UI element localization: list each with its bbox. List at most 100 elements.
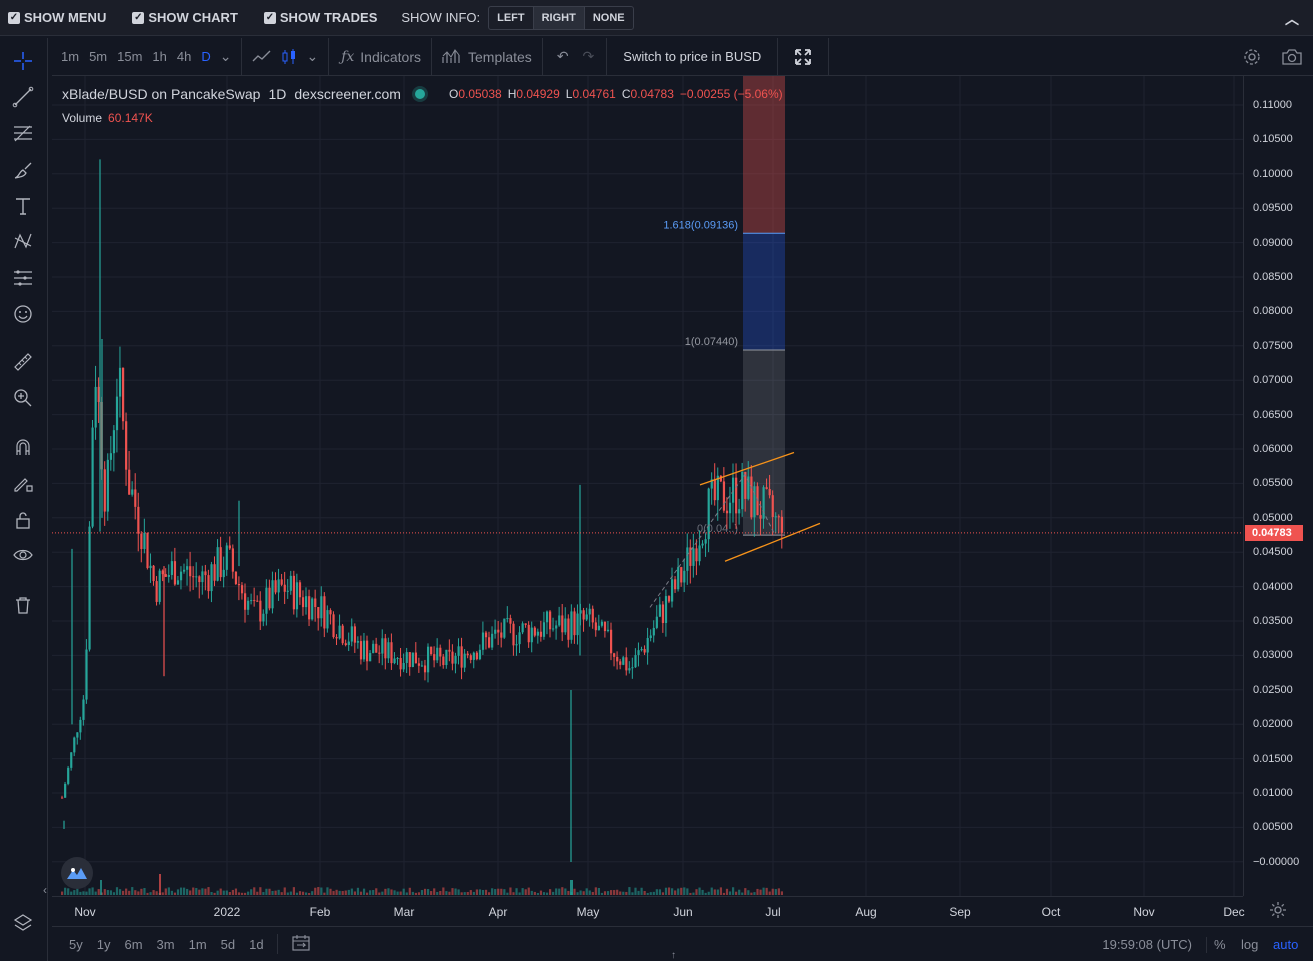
text-icon[interactable] [10, 193, 36, 219]
candles-chart-icon[interactable] [276, 48, 302, 66]
volume-bar [704, 892, 707, 895]
volume-bar [646, 892, 649, 895]
redo-icon[interactable]: ↷ [582, 48, 595, 64]
emoji-icon[interactable] [10, 301, 36, 327]
candle-body [466, 653, 469, 656]
range-5y[interactable]: 5y [69, 936, 83, 952]
candle-body [61, 797, 64, 799]
fib-retracement-icon[interactable] [10, 120, 36, 146]
info-left-option[interactable]: LEFT [489, 6, 534, 29]
percent-toggle[interactable]: % [1214, 937, 1226, 952]
log-toggle[interactable]: log [1241, 937, 1259, 952]
price-tick-label: 0.02500 [1253, 683, 1293, 696]
info-right-option[interactable]: RIGHT [533, 6, 585, 29]
range-3m[interactable]: 3m [156, 936, 175, 952]
show-trades-checkbox[interactable]: ✓ SHOW TRADES [263, 10, 377, 25]
candle-body [268, 587, 271, 609]
timeframe-15m[interactable]: 15m [117, 49, 143, 64]
switch-price-button[interactable]: Switch to price in BUSD [623, 49, 762, 64]
indicators-button[interactable]: ƒx Indicators [335, 49, 425, 65]
line-chart-icon[interactable] [248, 49, 276, 65]
chart-type-dropdown-chevron-icon[interactable]: ⌄ [306, 48, 319, 64]
volume-bar [539, 890, 543, 895]
timeframe-1m[interactable]: 1m [61, 49, 80, 64]
brush-icon[interactable] [10, 158, 36, 184]
volume-bar [698, 887, 701, 895]
time-scale[interactable]: Nov 2022 Feb Mar Apr May Jun Jul Aug Sep Oct Nov Dec [52, 896, 1286, 924]
candle-body [686, 547, 689, 571]
volume-bar [387, 888, 390, 895]
candle-body [491, 633, 494, 648]
volume-bar [674, 890, 677, 895]
show-chart-checkbox[interactable]: ✓ SHOW CHART [132, 10, 238, 25]
undo-icon[interactable]: ↶ [556, 48, 569, 64]
candle-body [591, 608, 594, 623]
scroll-up-arrow-icon[interactable]: ↑ [671, 950, 676, 961]
camera-icon[interactable] [1281, 47, 1303, 70]
auto-toggle[interactable]: auto [1273, 937, 1299, 952]
candle-body [222, 569, 225, 578]
settings-gear-icon[interactable] [1242, 47, 1262, 70]
range-6m[interactable]: 6m [124, 936, 143, 952]
timeframe-5m[interactable]: 5m [89, 49, 108, 64]
candle-body [311, 598, 314, 620]
volume-bar [518, 892, 521, 895]
candle-body [570, 611, 573, 640]
candle-body [265, 587, 268, 614]
candle-body [588, 608, 591, 615]
candle-body [73, 737, 76, 753]
candle-body [445, 649, 448, 666]
timeframe-4h[interactable]: 4h [176, 49, 192, 64]
fib-zone-blue [743, 233, 785, 350]
volume-bar [622, 891, 625, 895]
volume-bar [588, 890, 591, 895]
candle-body [423, 665, 427, 673]
layers-icon[interactable] [10, 910, 36, 936]
info-none-option[interactable]: NONE [592, 11, 625, 24]
show-menu-checkbox[interactable]: ✓ SHOW MENU [8, 10, 106, 25]
timeframe-dropdown-chevron-icon[interactable]: ⌄ [219, 48, 232, 64]
tradingview-logo-icon[interactable] [61, 857, 93, 889]
timeframe-1h[interactable]: 1h [152, 49, 167, 64]
checkbox-check-icon: ✓ [263, 11, 276, 24]
range-5d[interactable]: 5d [220, 936, 236, 952]
price-scale[interactable]: 0.11000 0.10500 0.10000 0.09500 0.09000 0.085… [1243, 76, 1313, 896]
timeframe-d[interactable]: D [201, 49, 211, 64]
collapse-chevron-up-icon[interactable]: ︿ [1285, 11, 1299, 27]
candle-body [64, 783, 67, 798]
volume-bar [225, 890, 228, 895]
trend-line-icon[interactable] [10, 84, 36, 110]
candle-body [771, 495, 774, 518]
time-scale-settings-icon[interactable] [1269, 901, 1287, 922]
fullscreen-icon[interactable] [784, 48, 822, 66]
goto-date-icon[interactable] [284, 934, 318, 954]
candle-body [707, 488, 710, 540]
volume-bar [701, 889, 704, 895]
range-1y[interactable]: 1y [96, 936, 111, 952]
templates-button[interactable]: Templates [438, 49, 536, 65]
divider [241, 37, 243, 76]
eye-icon[interactable] [10, 542, 36, 568]
range-1d[interactable]: 1d [249, 936, 264, 952]
price-tick-label: 0.09500 [1253, 202, 1293, 215]
crosshair-icon[interactable] [10, 48, 36, 74]
volume-bar [478, 889, 482, 895]
magnet-icon[interactable] [10, 434, 36, 460]
zoom-in-icon[interactable] [10, 385, 36, 411]
prediction-icon[interactable] [10, 265, 36, 291]
range-1m[interactable]: 1m [188, 936, 207, 952]
volume-bar [231, 889, 234, 895]
ruler-icon[interactable] [10, 349, 36, 375]
utc-clock[interactable]: 19:59:08 (UTC) [1102, 937, 1192, 952]
candle-body [536, 631, 539, 636]
pattern-icon[interactable] [10, 228, 36, 254]
lock-drawing-icon[interactable] [10, 470, 36, 496]
collapse-toolbar-arrow-icon[interactable]: ‹ [43, 883, 47, 897]
unlock-icon[interactable] [10, 507, 36, 533]
trash-icon[interactable] [10, 592, 36, 618]
candle-body [759, 515, 762, 519]
candle-body [561, 615, 564, 633]
volume-bar [564, 888, 567, 895]
volume-bar [280, 892, 283, 895]
